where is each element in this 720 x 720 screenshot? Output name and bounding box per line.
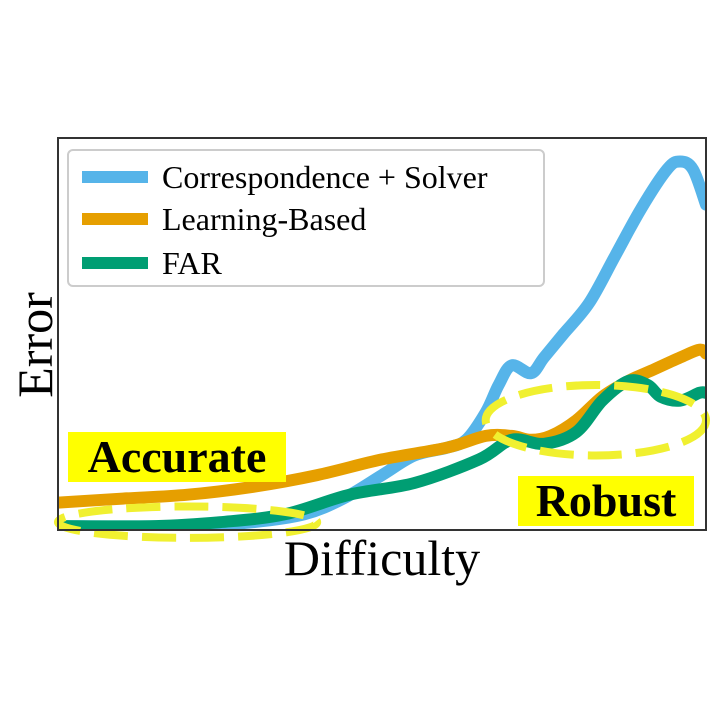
legend-label-correspondence-solver: Correspondence + Solver: [162, 159, 488, 195]
annotation-label-robust: Robust: [536, 475, 677, 526]
series-line-far: [58, 374, 706, 530]
plot-frame: [57, 137, 707, 531]
series-lines: [58, 155, 706, 530]
legend-label-far: FAR: [162, 245, 223, 281]
label-highlight-robust: [518, 476, 694, 526]
legend: Correspondence + Solver Learning-Based FAR: [67, 149, 545, 287]
annotation-label-accurate: Accurate: [88, 431, 267, 482]
x-axis-label: Difficulty: [284, 530, 480, 586]
y-axis-label: Error: [7, 292, 63, 398]
legend-label-learning-based: Learning-Based: [162, 201, 366, 237]
annotation-labels: Accurate Robust: [68, 431, 694, 526]
legend-box: [67, 149, 545, 287]
label-highlight-accurate: [68, 432, 286, 482]
